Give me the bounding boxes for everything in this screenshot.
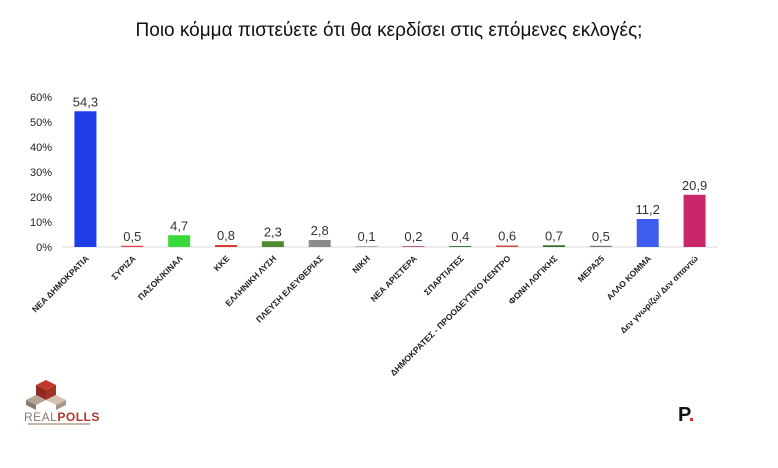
data-label: 0,1	[358, 229, 376, 244]
x-tick-label: ΜΕΡΑ25	[576, 253, 607, 284]
data-label: 0,8	[217, 228, 235, 243]
data-label: 54,3	[73, 94, 98, 109]
bar	[683, 194, 706, 247]
bar	[215, 245, 237, 247]
y-tick-label: 10%	[30, 217, 52, 229]
x-tick-label: ΣΠΑΡΤΙΑΤΕΣ	[422, 253, 466, 297]
x-tick-label: ΑΛΛΟ ΚΟΜΜΑ	[604, 253, 653, 302]
data-label: 0,7	[545, 228, 563, 243]
x-tick-label: ΦΩΝΗ ΛΟΓΙΚΗΣ	[506, 253, 559, 306]
logo-underline	[28, 423, 90, 425]
x-tick-label: ΠΑΣΟΚ/ΚΙΝΑΛ	[136, 253, 185, 302]
bar	[74, 111, 97, 247]
data-label: 11,2	[636, 202, 660, 217]
y-tick-label: 50%	[30, 117, 52, 129]
x-tick-label: ΣΥΡΙΖΑ	[109, 253, 137, 281]
data-label: 0,4	[451, 229, 469, 244]
data-label: 20,9	[682, 178, 707, 193]
x-tick-label: ΝΕΑ ΔΗΜΟΚΡΑΤΙΑ	[30, 253, 91, 314]
bar	[121, 245, 144, 247]
bar	[636, 219, 659, 247]
realpolls-logo-icon	[26, 380, 66, 410]
bar	[355, 246, 378, 247]
data-label: 0,2	[404, 229, 422, 244]
data-label: 0,5	[592, 229, 610, 244]
y-tick-label: 20%	[30, 192, 52, 204]
realpolls-logo-text: REALPOLLS	[24, 410, 100, 424]
bar	[402, 246, 425, 247]
y-tick-label: 60%	[30, 92, 52, 104]
data-label: 0,5	[123, 229, 141, 244]
bar	[308, 240, 331, 247]
bar	[168, 235, 191, 247]
y-tick-label: 0%	[36, 242, 52, 254]
x-tick-label: ΝΕΑ ΑΡΙΣΤΕΡΑ	[368, 253, 418, 303]
x-tick-label: ΚΚΕ	[212, 253, 232, 273]
bar	[543, 245, 565, 247]
bar	[589, 245, 612, 247]
data-label: 2,8	[311, 223, 329, 238]
data-label: 4,7	[170, 218, 188, 233]
bar	[449, 246, 472, 247]
chart-title: Ποιο κόμμα πιστεύετε ότι θα κερδίσει στι…	[135, 20, 643, 41]
data-label: 2,3	[264, 224, 282, 239]
bar	[496, 245, 519, 247]
x-tick-label: ΝΙΚΗ	[350, 253, 372, 275]
x-tick-label: Δεν γνωρίζω/ Δεν απαντώ	[618, 253, 700, 335]
data-label: 0,6	[498, 229, 516, 244]
publisher-logo: P.	[678, 404, 695, 426]
y-tick-label: 30%	[30, 167, 52, 179]
y-tick-label: 40%	[30, 142, 52, 154]
bar	[261, 241, 284, 247]
